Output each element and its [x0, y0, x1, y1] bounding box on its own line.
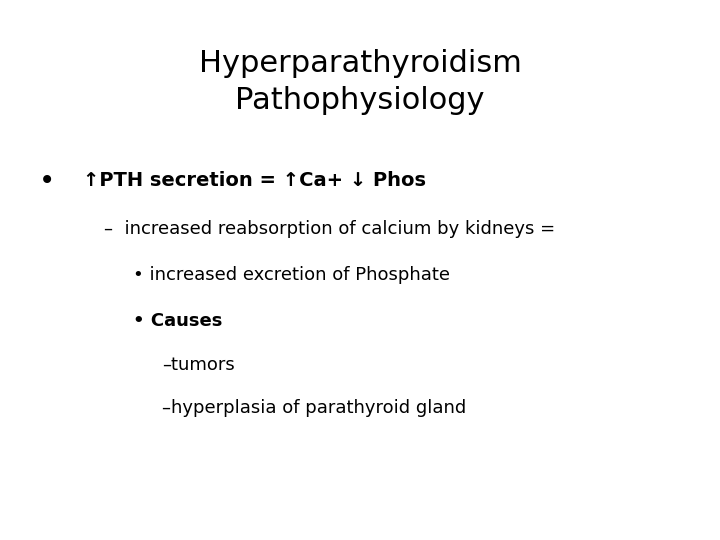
Text: Hyperparathyroidism
Pathophysiology: Hyperparathyroidism Pathophysiology — [199, 49, 521, 114]
Text: • increased excretion of Phosphate: • increased excretion of Phosphate — [133, 266, 450, 285]
Text: • Causes: • Causes — [133, 312, 222, 330]
Text: –  increased reabsorption of calcium by kidneys =: – increased reabsorption of calcium by k… — [104, 220, 556, 239]
Text: •: • — [39, 167, 55, 195]
Text: –tumors: –tumors — [162, 355, 235, 374]
Text: –hyperplasia of parathyroid gland: –hyperplasia of parathyroid gland — [162, 399, 467, 417]
Text: ↑PTH secretion = ↑Ca+ ↓ Phos: ↑PTH secretion = ↑Ca+ ↓ Phos — [83, 171, 426, 191]
